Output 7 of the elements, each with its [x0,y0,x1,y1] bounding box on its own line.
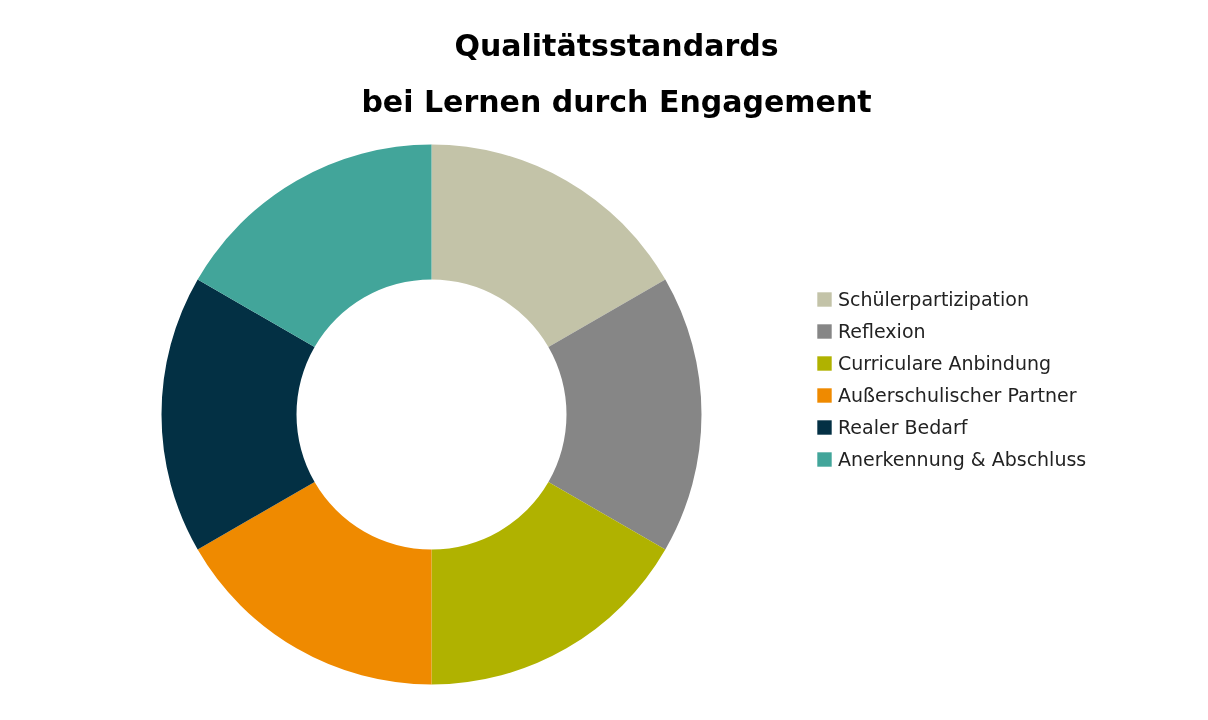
legend-label: Anerkennung & Abschluss [838,448,1087,470]
legend-label: Schülerpartizipation [838,288,1029,310]
chart-title: Qualitätsstandards bei Lernen durch Engagement [361,28,872,119]
legend-label: Außerschulischer Partner [838,384,1077,406]
legend-label: Realer Bedarf [838,416,968,438]
legend-label: Curriculare Anbindung [838,352,1052,374]
legend-label: Reflexion [838,320,926,342]
